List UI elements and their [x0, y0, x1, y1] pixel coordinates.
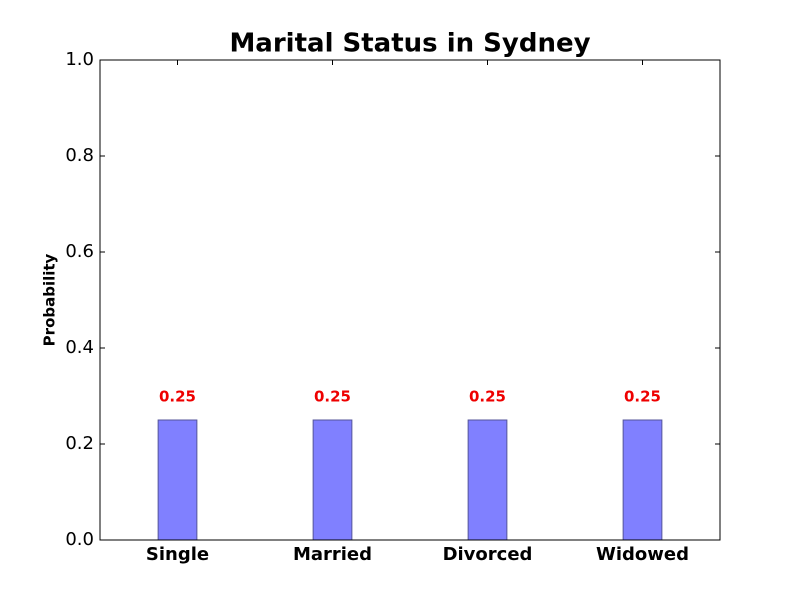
- bar: [622, 419, 663, 541]
- value-label: 0.25: [159, 388, 196, 406]
- y-tick-label: 0.0: [65, 529, 94, 550]
- y-axis-label: Probability: [41, 253, 59, 346]
- plot-frame: [99, 59, 721, 541]
- bar: [312, 419, 353, 541]
- y-tick-label: 1.0: [65, 49, 94, 70]
- value-label: 0.25: [624, 388, 661, 406]
- chart-title: Marital Status in Sydney: [229, 29, 590, 59]
- value-label: 0.25: [469, 388, 506, 406]
- y-tick-label: 0.6: [65, 241, 94, 262]
- bar: [157, 419, 198, 541]
- x-tick-label: Married: [293, 544, 372, 565]
- bar: [467, 419, 508, 541]
- x-tick-label: Single: [146, 544, 209, 565]
- y-tick-label: 0.4: [65, 337, 94, 358]
- value-label: 0.25: [314, 388, 351, 406]
- y-tick-label: 0.8: [65, 145, 94, 166]
- x-tick-label: Widowed: [596, 544, 689, 565]
- y-tick-label: 0.2: [65, 433, 94, 454]
- x-tick-label: Divorced: [443, 544, 533, 565]
